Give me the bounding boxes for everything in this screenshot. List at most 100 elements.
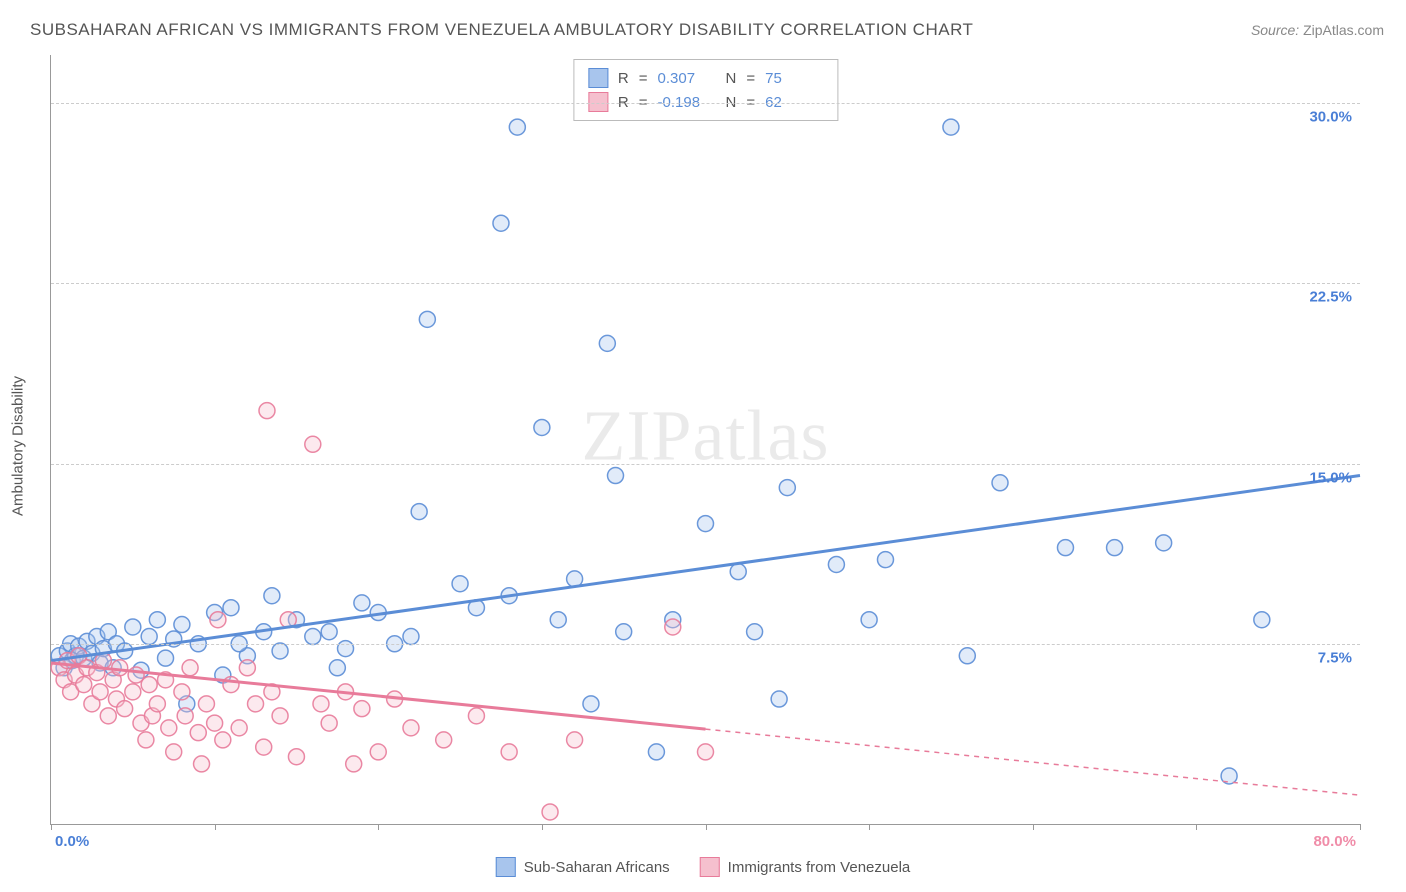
scatter-point-series-0 xyxy=(943,119,959,135)
scatter-point-series-0 xyxy=(779,480,795,496)
scatter-point-series-0 xyxy=(419,311,435,327)
scatter-point-series-0 xyxy=(1057,540,1073,556)
gridline xyxy=(51,103,1360,104)
scatter-point-series-0 xyxy=(583,696,599,712)
scatter-point-series-1 xyxy=(215,732,231,748)
legend-swatch-0 xyxy=(588,68,608,88)
x-tick xyxy=(1196,824,1197,830)
r-label-1: R xyxy=(618,94,629,111)
scatter-point-series-1 xyxy=(112,660,128,676)
scatter-point-series-0 xyxy=(125,619,141,635)
scatter-point-series-0 xyxy=(771,691,787,707)
scatter-point-series-1 xyxy=(182,660,198,676)
y-tick-label: 30.0% xyxy=(1309,109,1352,126)
y-tick-label: 22.5% xyxy=(1309,289,1352,306)
x-max-label: 80.0% xyxy=(1313,833,1356,850)
scatter-point-series-0 xyxy=(550,612,566,628)
x-tick xyxy=(542,824,543,830)
plot-area: ZIPatlas R = 0.307 N = 75 R = -0.198 N =… xyxy=(50,55,1360,825)
scatter-point-series-0 xyxy=(730,564,746,580)
scatter-point-series-1 xyxy=(198,696,214,712)
scatter-point-series-1 xyxy=(223,677,239,693)
scatter-point-series-1 xyxy=(272,708,288,724)
scatter-point-series-1 xyxy=(256,739,272,755)
scatter-point-series-1 xyxy=(346,756,362,772)
scatter-point-series-0 xyxy=(329,660,345,676)
scatter-point-series-1 xyxy=(288,749,304,765)
scatter-point-series-1 xyxy=(125,684,141,700)
scatter-point-series-0 xyxy=(616,624,632,640)
scatter-point-series-0 xyxy=(608,468,624,484)
scatter-point-series-0 xyxy=(411,504,427,520)
scatter-point-series-0 xyxy=(509,119,525,135)
scatter-point-series-1 xyxy=(166,744,182,760)
scatter-point-series-0 xyxy=(354,595,370,611)
scatter-point-series-0 xyxy=(1107,540,1123,556)
y-axis-title: Ambulatory Disability xyxy=(10,376,27,516)
x-tick xyxy=(706,824,707,830)
scatter-point-series-1 xyxy=(698,744,714,760)
x-origin-label: 0.0% xyxy=(55,833,89,850)
scatter-point-series-0 xyxy=(452,576,468,592)
scatter-point-series-0 xyxy=(747,624,763,640)
scatter-point-series-0 xyxy=(264,588,280,604)
legend-item-0: Sub-Saharan Africans xyxy=(496,857,670,877)
scatter-point-series-0 xyxy=(141,629,157,645)
scatter-point-series-1 xyxy=(403,720,419,736)
scatter-point-series-1 xyxy=(190,725,206,741)
scatter-point-series-0 xyxy=(174,617,190,633)
legend-item-swatch-1 xyxy=(700,857,720,877)
scatter-point-series-1 xyxy=(210,612,226,628)
x-tick xyxy=(51,824,52,830)
x-tick xyxy=(869,824,870,830)
scatter-point-series-0 xyxy=(1254,612,1270,628)
legend-item-label-1: Immigrants from Venezuela xyxy=(728,859,911,876)
scatter-point-series-1 xyxy=(149,696,165,712)
scatter-point-series-0 xyxy=(861,612,877,628)
plot-svg xyxy=(51,55,1360,824)
scatter-point-series-1 xyxy=(100,708,116,724)
scatter-point-series-1 xyxy=(665,619,681,635)
scatter-point-series-1 xyxy=(468,708,484,724)
correlation-legend: R = 0.307 N = 75 R = -0.198 N = 62 xyxy=(573,59,838,121)
scatter-point-series-0 xyxy=(493,215,509,231)
scatter-point-series-0 xyxy=(223,600,239,616)
y-tick-label: 15.0% xyxy=(1309,469,1352,486)
eq-1b: = xyxy=(746,94,755,111)
gridline xyxy=(51,644,1360,645)
trend-line-series-0 xyxy=(51,476,1360,661)
scatter-point-series-1 xyxy=(321,715,337,731)
legend-item-swatch-0 xyxy=(496,857,516,877)
series-legend: Sub-Saharan Africans Immigrants from Ven… xyxy=(496,857,911,877)
scatter-point-series-1 xyxy=(194,756,210,772)
legend-swatch-1 xyxy=(588,92,608,112)
scatter-point-series-0 xyxy=(599,335,615,351)
r-value-1: -0.198 xyxy=(658,94,716,111)
scatter-point-series-1 xyxy=(207,715,223,731)
y-tick-label: 7.5% xyxy=(1318,649,1352,666)
x-tick xyxy=(1360,824,1361,830)
scatter-point-series-1 xyxy=(436,732,452,748)
gridline xyxy=(51,283,1360,284)
legend-item-1: Immigrants from Venezuela xyxy=(700,857,911,877)
scatter-point-series-0 xyxy=(959,648,975,664)
x-tick xyxy=(378,824,379,830)
scatter-point-series-1 xyxy=(248,696,264,712)
scatter-point-series-1 xyxy=(259,403,275,419)
scatter-point-series-1 xyxy=(174,684,190,700)
eq-1a: = xyxy=(639,94,648,111)
scatter-point-series-1 xyxy=(239,660,255,676)
scatter-point-series-1 xyxy=(177,708,193,724)
scatter-point-series-1 xyxy=(92,684,108,700)
x-tick xyxy=(1033,824,1034,830)
r-value-0: 0.307 xyxy=(658,70,716,87)
legend-row-series-1: R = -0.198 N = 62 xyxy=(588,90,823,114)
scatter-point-series-0 xyxy=(272,643,288,659)
source-attribution: Source: ZipAtlas.com xyxy=(1251,22,1384,38)
scatter-point-series-0 xyxy=(698,516,714,532)
scatter-point-series-1 xyxy=(138,732,154,748)
legend-row-series-0: R = 0.307 N = 75 xyxy=(588,66,823,90)
scatter-point-series-1 xyxy=(161,720,177,736)
n-label-0: N xyxy=(726,70,737,87)
scatter-point-series-1 xyxy=(370,744,386,760)
